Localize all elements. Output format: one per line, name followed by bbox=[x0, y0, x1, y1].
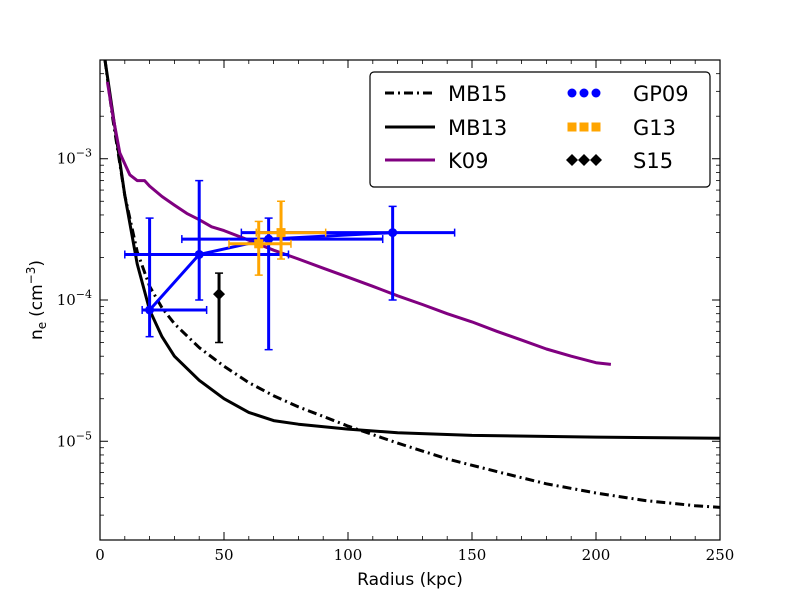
y-tick-label-exp: −5 bbox=[76, 429, 92, 442]
x-tick-label: 50 bbox=[214, 546, 233, 564]
series-g13-point bbox=[276, 228, 286, 238]
series-k09-line bbox=[105, 81, 612, 366]
y-axis-label: ne (cm−3) bbox=[24, 260, 49, 340]
series-layer bbox=[103, 60, 720, 509]
series-mb15 bbox=[103, 60, 720, 509]
legend-item-k09-label: K09 bbox=[448, 149, 489, 173]
legend-item-s15-swatch bbox=[590, 154, 602, 166]
legend-item-gp09-label: GP09 bbox=[633, 82, 689, 106]
y-tick-label-exp: −4 bbox=[76, 288, 92, 301]
legend-item-gp09: GP09 bbox=[567, 82, 689, 106]
legend-item-gp09-swatch bbox=[591, 88, 601, 98]
legend-item-g13: G13 bbox=[567, 116, 676, 140]
legend-item-k09: K09 bbox=[385, 149, 489, 173]
x-tick-label: 150 bbox=[458, 546, 487, 564]
series-s15 bbox=[213, 272, 226, 344]
x-tick-label: 200 bbox=[582, 546, 611, 564]
legend-item-gp09-swatch bbox=[579, 88, 589, 98]
series-gp09 bbox=[124, 179, 456, 351]
y-axis-label-base: n bbox=[27, 329, 47, 340]
legend-item-g13-label: G13 bbox=[633, 116, 676, 140]
legend-item-mb15-label: MB15 bbox=[448, 82, 507, 106]
legend-item-mb13: MB13 bbox=[385, 116, 507, 140]
series-gp09-line bbox=[148, 231, 393, 311]
y-axis-label-sub: e bbox=[35, 322, 49, 329]
series-g13 bbox=[228, 200, 327, 276]
x-tick-label: 250 bbox=[706, 546, 735, 564]
legend: MB15 MB13 K09 GP09 G13 S15 bbox=[369, 71, 711, 188]
series-s15-point bbox=[213, 288, 226, 301]
x-tick-label: 100 bbox=[334, 546, 363, 564]
legend-item-g13-swatch bbox=[579, 122, 589, 132]
series-mb15-line bbox=[103, 60, 720, 509]
legend-item-s15-label: S15 bbox=[633, 149, 673, 173]
y-tick-label: 10−3 bbox=[57, 147, 92, 168]
series-gp09-point bbox=[194, 249, 204, 259]
series-gp09-point bbox=[145, 305, 155, 315]
series-mb13 bbox=[103, 60, 720, 440]
y-tick-label-base: 10 bbox=[57, 291, 76, 309]
legend-item-s15-swatch bbox=[578, 154, 590, 166]
legend-item-gp09-swatch bbox=[567, 88, 577, 98]
legend-box bbox=[369, 71, 711, 188]
series-g13-point bbox=[254, 239, 264, 249]
y-tick-label: 10−4 bbox=[57, 288, 92, 309]
series-gp09-point bbox=[388, 228, 398, 238]
legend-item-s15-swatch bbox=[566, 154, 578, 166]
legend-item-mb13-label: MB13 bbox=[448, 116, 507, 140]
x-tick-label: 0 bbox=[95, 546, 105, 564]
y-tick-label: 10−5 bbox=[57, 429, 92, 450]
y-tick-label-exp: −3 bbox=[76, 147, 92, 160]
y-axis-label-exp: −3 bbox=[24, 267, 38, 285]
y-tick-label-base: 10 bbox=[57, 432, 76, 450]
legend-item-g13-swatch bbox=[591, 122, 601, 132]
series-k09 bbox=[105, 81, 612, 366]
y-axis-label-close: ) bbox=[27, 260, 47, 267]
x-axis-label: Radius (kpc) bbox=[357, 570, 463, 590]
legend-item-g13-swatch bbox=[567, 122, 577, 132]
legend-item-mb15: MB15 bbox=[385, 82, 507, 106]
legend-item-s15: S15 bbox=[566, 149, 673, 173]
series-gp09-point bbox=[264, 234, 274, 244]
series-mb13-line bbox=[103, 60, 720, 440]
y-axis-label-unit: (cm bbox=[27, 284, 47, 317]
y-tick-label-base: 10 bbox=[57, 150, 76, 168]
